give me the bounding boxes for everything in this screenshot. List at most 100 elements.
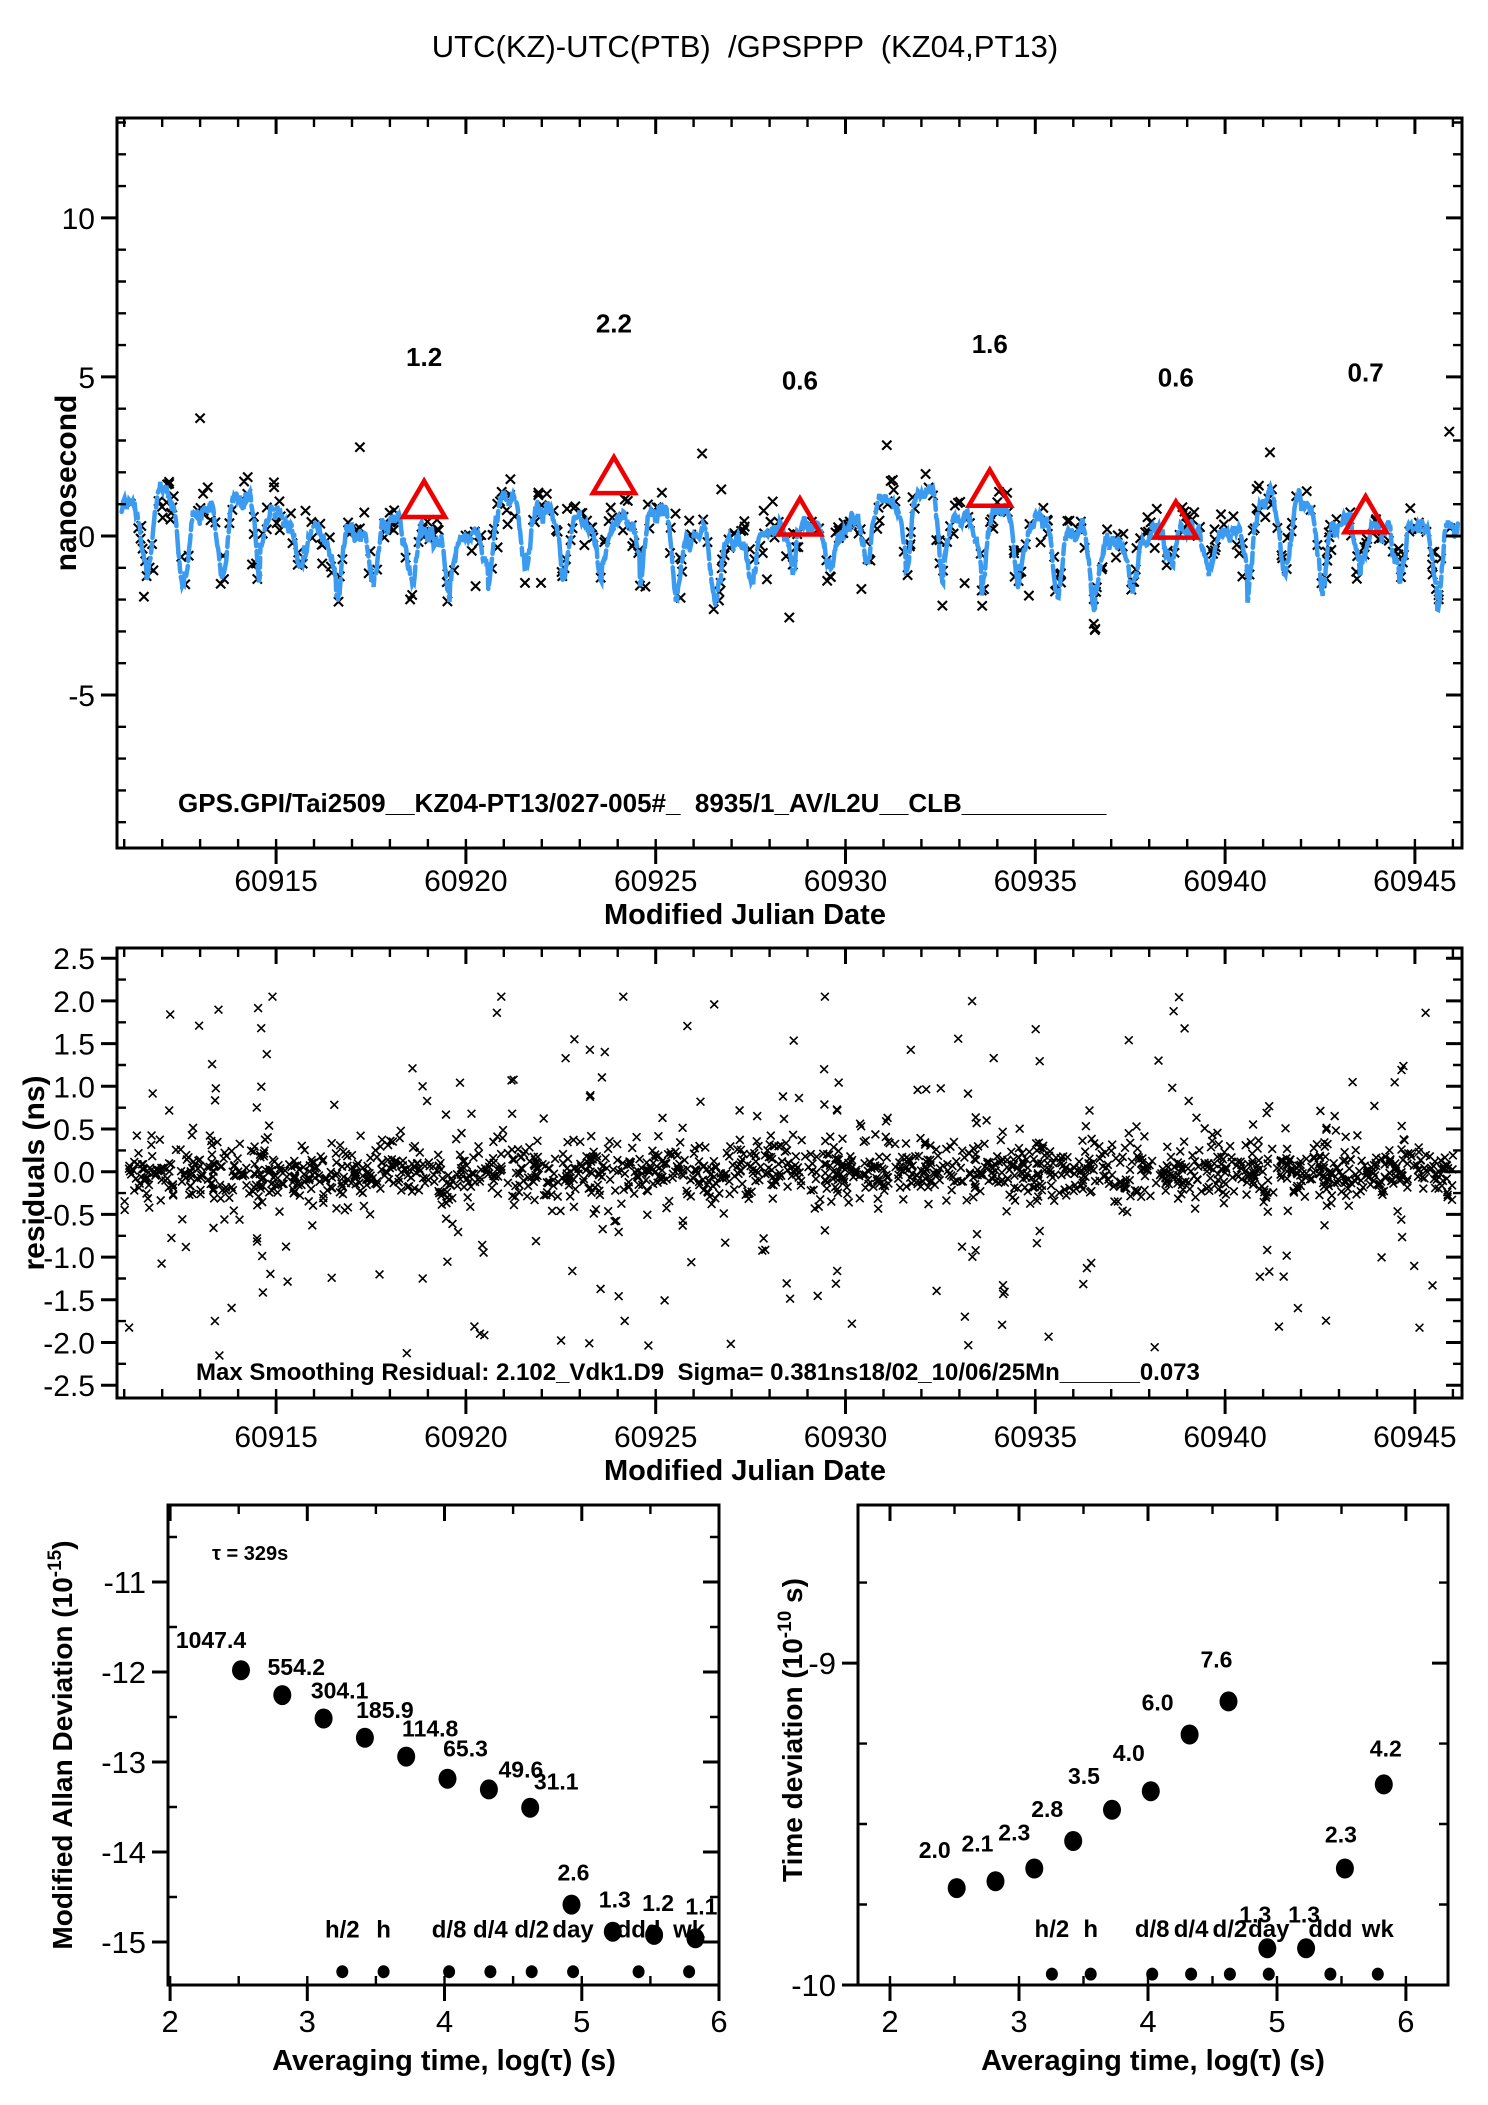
minor-ticks bbox=[117, 118, 1462, 848]
weekly-average-triangle bbox=[1150, 497, 1201, 540]
major-ticks bbox=[101, 948, 1462, 1414]
tick-label: 60925 bbox=[614, 865, 697, 898]
stability-point bbox=[397, 1746, 416, 1767]
tick-label: 60935 bbox=[994, 865, 1077, 898]
stability-point-value-label: 65.3 bbox=[443, 1736, 488, 1762]
tick-label: 60925 bbox=[614, 1421, 697, 1454]
time-marker-dot bbox=[1223, 1967, 1236, 1981]
weekly-average-triangle bbox=[399, 476, 450, 520]
p2-sigma-annotation: Max Smoothing Residual: 2.102_Vdk1.D9 Si… bbox=[196, 1359, 1200, 1386]
time-marker-label: h/2 bbox=[325, 1917, 360, 1944]
time-marker-dot bbox=[1371, 1967, 1384, 1981]
tick-label: 60920 bbox=[424, 865, 507, 898]
stability-point-value-label: 1.3 bbox=[1239, 1901, 1271, 1927]
tick-label: 60915 bbox=[234, 1421, 317, 1454]
tick-label: -14 bbox=[101, 1835, 146, 1870]
time-marker-dot bbox=[1045, 1967, 1058, 1981]
time-marker-label: d/4 bbox=[1174, 1916, 1209, 1943]
stability-point bbox=[603, 1921, 622, 1942]
time-marker-dot bbox=[525, 1965, 538, 1979]
smoothed-curve bbox=[119, 479, 1461, 619]
time-marker-label: h bbox=[376, 1917, 391, 1944]
tick-label: 0.0 bbox=[53, 1157, 95, 1190]
p3-tau-annotation: τ = 329s bbox=[212, 1543, 288, 1565]
panel-frame bbox=[115, 946, 1464, 1400]
tick-label: -1.5 bbox=[43, 1285, 95, 1318]
stability-point-value-label: 1.2 bbox=[642, 1890, 674, 1916]
tick-label: -12 bbox=[101, 1655, 146, 1690]
stability-point-value-label: 2.3 bbox=[998, 1820, 1030, 1846]
tick-label: 1.5 bbox=[53, 1029, 95, 1062]
panel-frame bbox=[115, 116, 1464, 850]
weekly-average-triangle bbox=[1340, 491, 1391, 535]
ylabel-superscript: -10 bbox=[775, 1611, 796, 1638]
tick-label: 60940 bbox=[1183, 1421, 1266, 1454]
tick-label: -0.5 bbox=[43, 1199, 95, 1232]
time-marker-dot bbox=[1084, 1967, 1097, 1981]
time-marker-label: h bbox=[1083, 1916, 1098, 1943]
tick-label: 2.5 bbox=[53, 943, 95, 976]
panel-frame bbox=[166, 1503, 721, 1987]
stability-point bbox=[1103, 1799, 1121, 1820]
tick-label: 60920 bbox=[424, 1421, 507, 1454]
p2-x-axis-label: Modified Julian Date bbox=[604, 1455, 886, 1487]
stability-point bbox=[314, 1708, 333, 1729]
time-marker-dot bbox=[336, 1965, 349, 1979]
tick-label: 6 bbox=[710, 2004, 727, 2039]
time-marker-label: h/2 bbox=[1035, 1916, 1070, 1943]
tick-label: 60945 bbox=[1373, 865, 1456, 898]
tick-label: 3 bbox=[1010, 2004, 1027, 2039]
tick-label: -11 bbox=[103, 1565, 146, 1600]
tick-label: 2.0 bbox=[53, 986, 95, 1019]
ylabel-superscript: -15 bbox=[45, 1549, 66, 1577]
tick-label: 60940 bbox=[1183, 865, 1266, 898]
stability-point-value-label: 554.2 bbox=[268, 1654, 326, 1680]
stability-point-value-label: 49.6 bbox=[499, 1756, 544, 1782]
tick-label: 0.5 bbox=[53, 1114, 95, 1147]
stability-point bbox=[1374, 1774, 1393, 1795]
weekly-average-triangle bbox=[774, 494, 825, 537]
tick-label: 2 bbox=[881, 2004, 898, 2039]
stability-point bbox=[479, 1779, 498, 1800]
stability-point-value-label: 4.2 bbox=[1370, 1735, 1402, 1761]
p1-dataset-annotation: GPS.GPI/Tai2509__KZ04-PT13/027-005#_ 893… bbox=[178, 788, 1107, 818]
stability-point-value-label: 304.1 bbox=[311, 1678, 369, 1704]
tick-label: 60935 bbox=[994, 1421, 1077, 1454]
tick-label: -1.0 bbox=[43, 1242, 95, 1275]
stability-point bbox=[1180, 1724, 1199, 1745]
time-marker-label: d/4 bbox=[473, 1917, 508, 1944]
time-marker-dot bbox=[567, 1965, 580, 1979]
phase-data bbox=[119, 412, 1461, 636]
major-ticks bbox=[152, 1505, 721, 2001]
time-marker-label: ddd bbox=[617, 1917, 661, 1944]
stability-point-value-label: 185.9 bbox=[356, 1697, 414, 1723]
tick-label: 60930 bbox=[804, 865, 887, 898]
tick-label: -2.0 bbox=[43, 1328, 95, 1361]
time-marker-dot bbox=[1324, 1967, 1337, 1981]
weekly-average-triangle bbox=[588, 452, 639, 496]
stability-point bbox=[562, 1894, 581, 1915]
time-marker-label: wk bbox=[1361, 1916, 1395, 1943]
ylabel-text: ) bbox=[47, 1540, 78, 1549]
stability-point-value-label: 1047.4 bbox=[176, 1627, 247, 1653]
p3-y-axis-label: Modified Allan Deviation (10-15) bbox=[45, 1540, 78, 1949]
stability-point-value-label: 2.6 bbox=[558, 1860, 590, 1886]
time-marker-label: d/2 bbox=[1213, 1916, 1248, 1943]
p1-y-axis-label: nanosecond bbox=[50, 395, 83, 572]
stability-point bbox=[645, 1924, 664, 1945]
stability-point-value-label: 1.3 bbox=[1288, 1901, 1320, 1927]
stability-point-value-label: 31.1 bbox=[534, 1769, 579, 1795]
tick-label: -5 bbox=[68, 680, 95, 713]
time-marker-label: wk bbox=[672, 1917, 706, 1944]
time-marker-dot bbox=[1185, 1967, 1198, 1981]
time-marker-dot bbox=[683, 1965, 696, 1979]
stability-point bbox=[355, 1727, 374, 1748]
minor-ticks bbox=[117, 948, 1462, 1398]
p2-y-axis-label: residuals (ns) bbox=[18, 1075, 51, 1270]
ylabel-text: s) bbox=[777, 1578, 808, 1611]
tick-label: -13 bbox=[101, 1745, 146, 1780]
weekly-average-triangle bbox=[964, 465, 1015, 509]
